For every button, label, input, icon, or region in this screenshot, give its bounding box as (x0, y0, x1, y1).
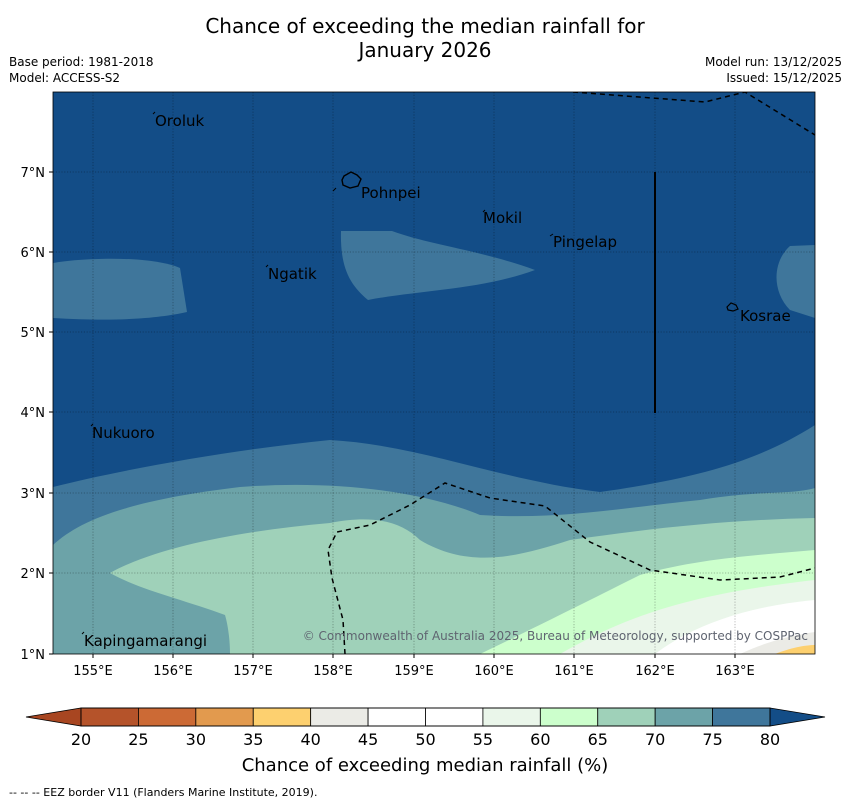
map-plot: Oroluk Pohnpei Mokil Pingelap Ngatik Kos… (21, 91, 816, 679)
y-tick-label: 1°N (21, 648, 46, 663)
place-pohnpei: Pohnpei (361, 184, 421, 202)
contour-band-75 (776, 245, 815, 318)
colorbar-tick-label: 70 (644, 730, 666, 749)
colorbar-cell (80, 707, 139, 727)
issued-date: Issued: 15/12/2025 (726, 71, 842, 85)
colorbar-tick-label: 45 (357, 730, 379, 749)
x-tick-label: 162°E (635, 664, 675, 679)
y-tick-label: 7°N (21, 166, 46, 181)
y-tick-label: 4°N (21, 406, 46, 421)
colorbar-cell (252, 707, 312, 727)
axis-ticks (49, 171, 736, 658)
copyright-notice: © Commonwealth of Australia 2025, Bureau… (303, 629, 808, 643)
contour-band-75 (53, 258, 187, 320)
colorbar-tick-label: 60 (530, 730, 551, 749)
colorbar-cell (654, 707, 713, 727)
x-tick-label: 156°E (153, 664, 193, 679)
x-tick-label: 159°E (394, 664, 434, 679)
colorbar-cell (712, 707, 771, 727)
x-tick-label: 158°E (313, 664, 353, 679)
colorbar-cell (138, 707, 197, 727)
x-tick-label: 163°E (715, 664, 755, 679)
colorbar-tick-label: 80 (759, 730, 781, 749)
colorbar-extend-high (769, 707, 826, 727)
contour-band-50 (655, 600, 815, 654)
colorbar-xlabel: Chance of exceeding median rainfall (%) (241, 755, 609, 776)
x-tick-label: 157°E (233, 664, 273, 679)
y-tick-label: 6°N (21, 246, 46, 261)
colorbar-cell (195, 707, 254, 727)
map-title-line2: January 2026 (358, 38, 492, 62)
gridlines (53, 92, 815, 654)
kosrae-island (726, 302, 739, 312)
place-pingelap: Pingelap (553, 233, 617, 251)
model-run: Model run: 13/12/2025 (704, 55, 842, 69)
eez-footnote: -- -- -- EEZ border V11 (Flanders Marine… (9, 786, 318, 799)
colorbar-tick-label: 20 (70, 730, 92, 749)
place-mokil: Mokil (483, 209, 522, 227)
atoll-marks (81, 111, 554, 635)
x-tick-label: 160°E (474, 664, 514, 679)
base-period: Base period: 1981-2018 (9, 55, 154, 69)
colorbar-tick-label: 40 (300, 730, 321, 749)
x-tick-label: 161°E (554, 664, 594, 679)
colorbar-cell (482, 707, 541, 727)
model-name: Model: ACCESS-S2 (9, 71, 121, 85)
place-oroluk: Oroluk (155, 112, 204, 130)
island-mark (332, 187, 337, 192)
colorbar-cell (425, 707, 484, 727)
colorbar-cell (310, 707, 369, 727)
place-kosrae: Kosrae (740, 307, 791, 325)
colorbar (25, 707, 826, 727)
place-nukuoro: Nukuoro (92, 424, 155, 442)
colorbar-tick-label: 30 (185, 730, 206, 749)
colorbar-tick-label: 35 (243, 730, 264, 749)
colorbar-cells (80, 707, 771, 727)
colorbar-tick-label: 55 (472, 730, 494, 749)
eez-border (327, 92, 815, 654)
colorbar-cell (597, 707, 656, 727)
contour-band-35 (775, 645, 815, 654)
place-kapingamarangi: Kapingamarangi (84, 632, 207, 650)
pohnpei-island (341, 171, 362, 189)
contour-band-75 (340, 231, 535, 300)
colorbar-tick-label: 75 (702, 730, 723, 749)
colorbar-cell (539, 707, 599, 727)
y-tick-label: 2°N (21, 567, 46, 582)
contour-band-70 (53, 600, 80, 640)
colorbar-cell (367, 707, 426, 727)
place-ngatik: Ngatik (268, 265, 317, 283)
y-tick-label: 5°N (21, 326, 46, 341)
x-tick-label: 155°E (73, 664, 113, 679)
colorbar-tick-label: 50 (415, 730, 436, 749)
colorbar-extend-low (25, 707, 82, 727)
colorbar-tick-label: 25 (128, 730, 149, 749)
colorbar-tick-label: 65 (587, 730, 608, 749)
y-tick-label: 3°N (21, 487, 46, 502)
map-title-line1: Chance of exceeding the median rainfall … (205, 14, 645, 38)
map-frame (52, 91, 816, 655)
